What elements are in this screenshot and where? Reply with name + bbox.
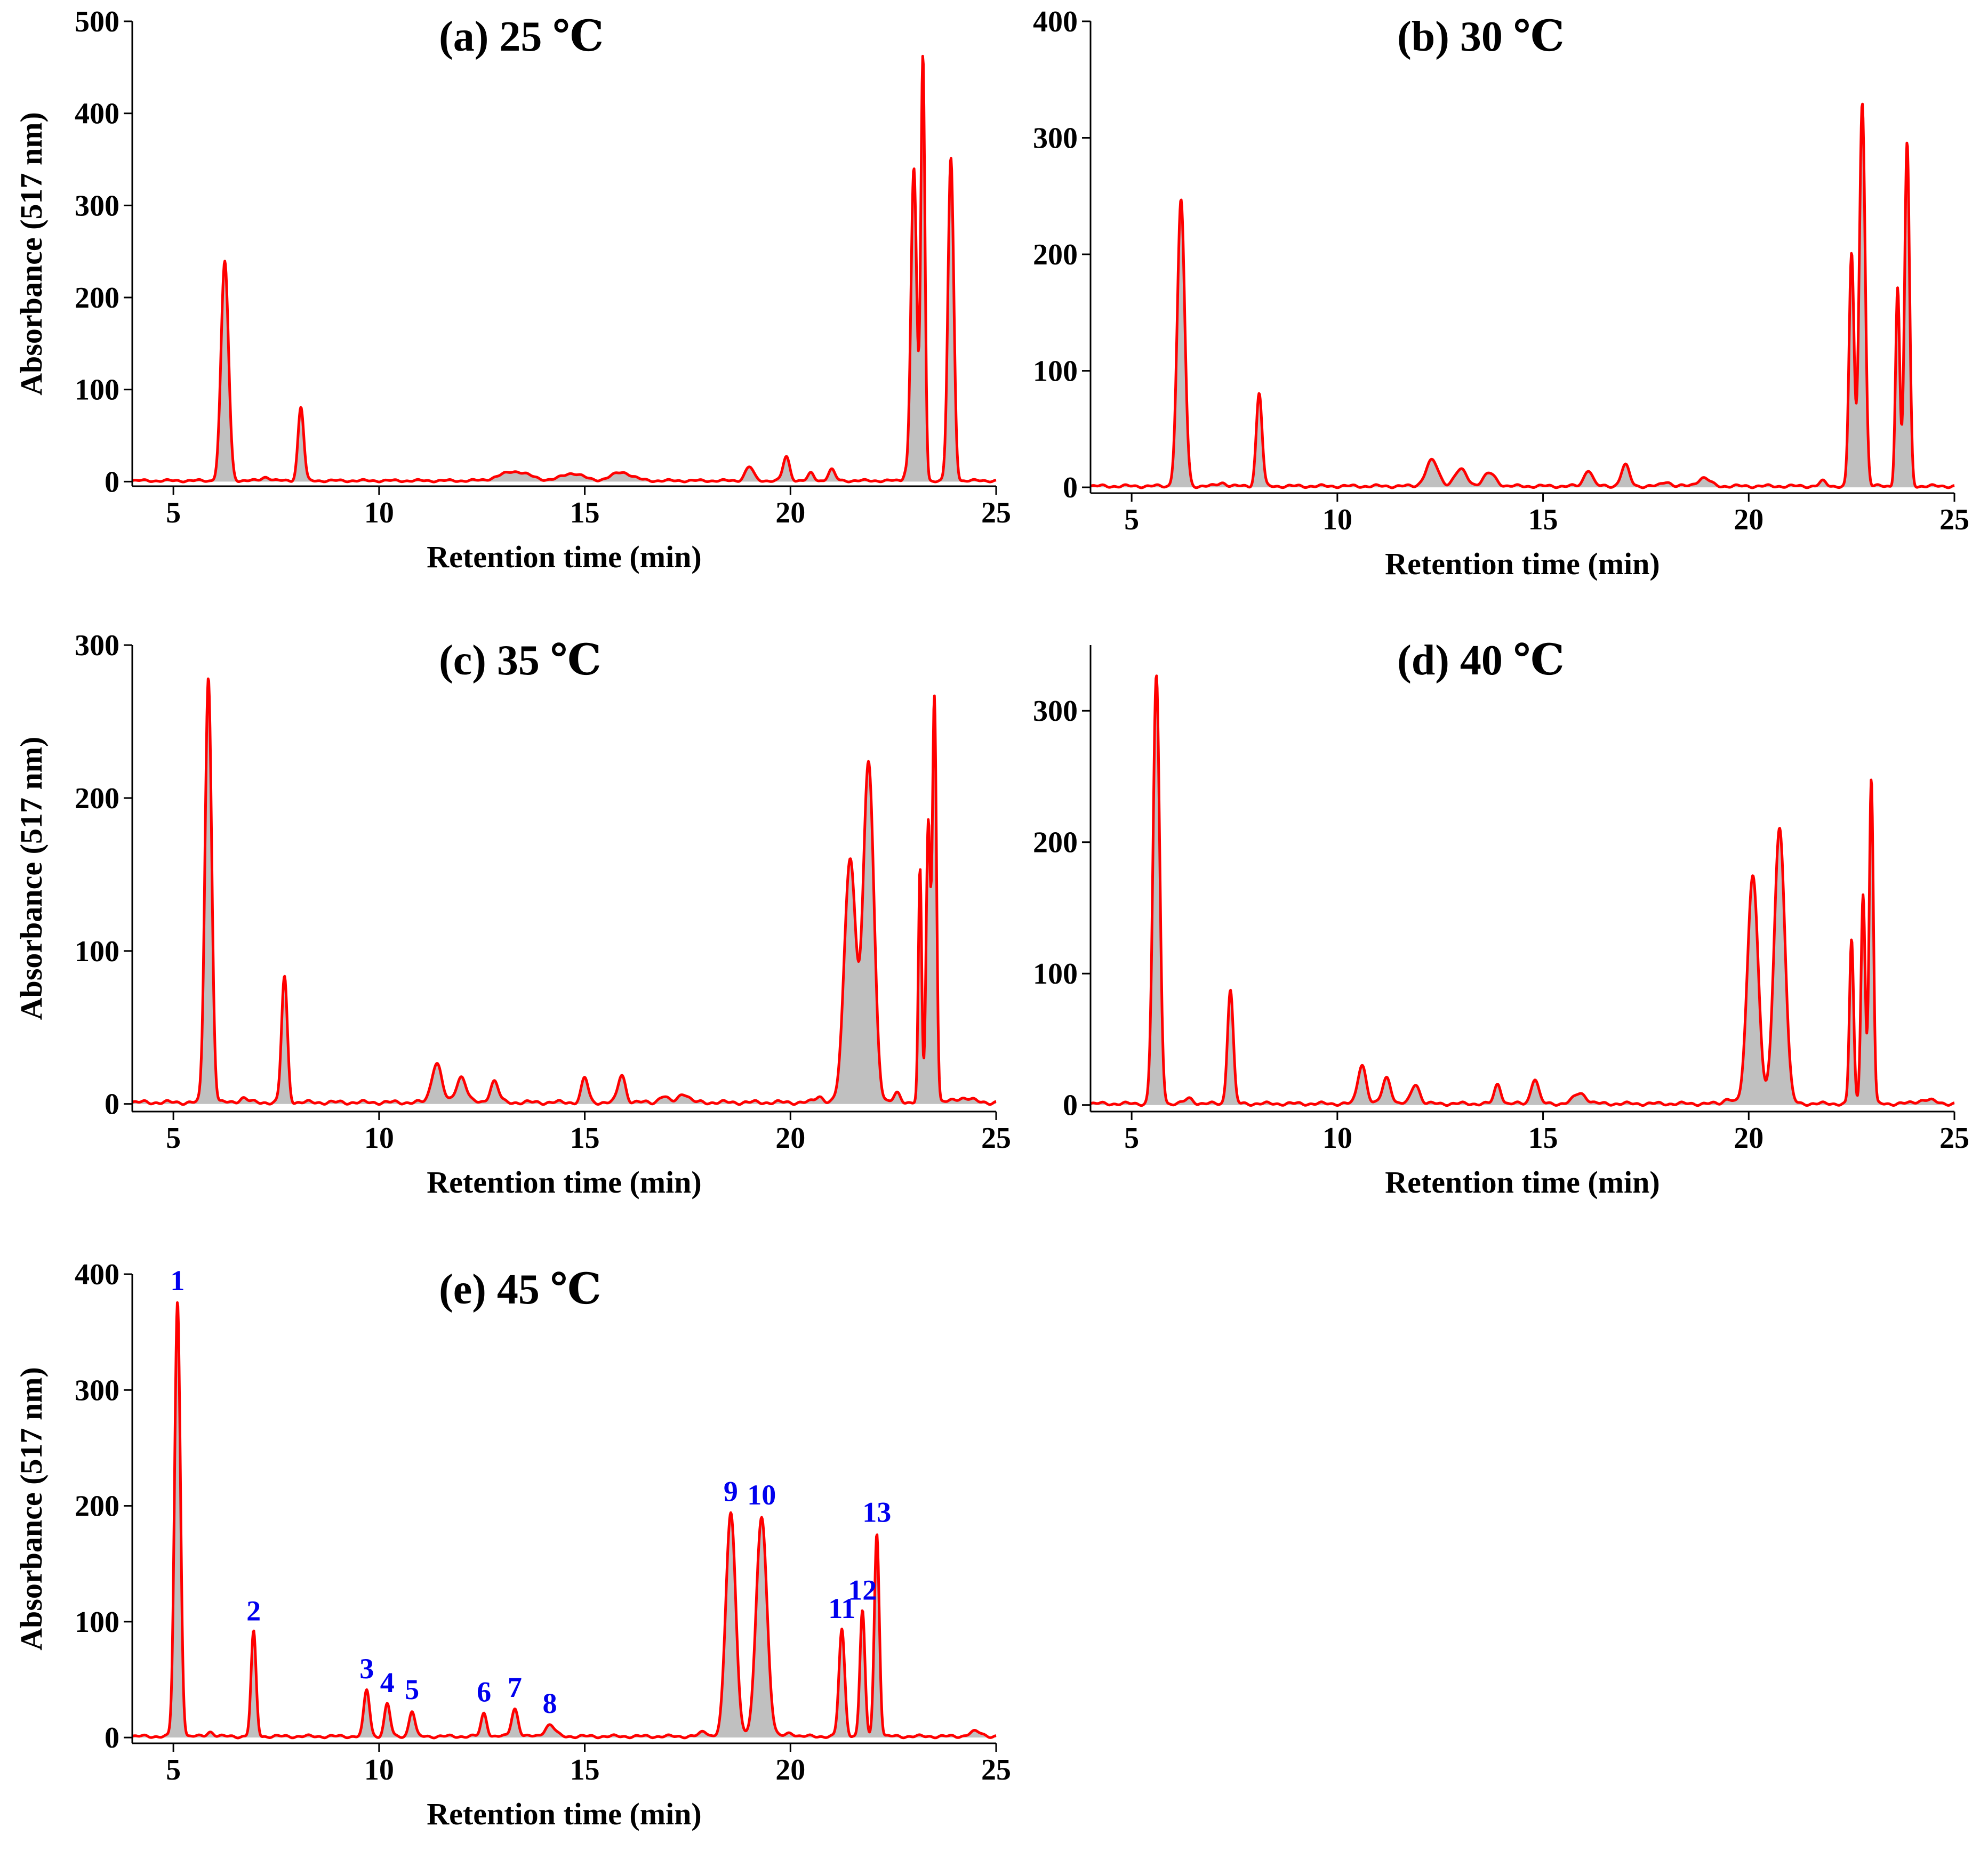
y-axis-title: Absorbance (517 nm) bbox=[14, 112, 49, 396]
y-tick-label: 0 bbox=[105, 1088, 119, 1121]
series-line bbox=[1089, 674, 1955, 1107]
y-tick-label: 0 bbox=[105, 1721, 119, 1755]
x-tick-label: 20 bbox=[775, 1122, 805, 1155]
peak-label-4: 4 bbox=[380, 1667, 395, 1699]
y-tick-label: 100 bbox=[1033, 957, 1078, 991]
x-tick-label: 25 bbox=[981, 1122, 1011, 1155]
series-line bbox=[131, 1301, 997, 1740]
y-tick-label: 300 bbox=[75, 629, 119, 662]
x-tick-label: 10 bbox=[364, 1122, 394, 1155]
y-tick-label: 300 bbox=[1033, 695, 1078, 728]
y-tick-label: 200 bbox=[1033, 826, 1078, 859]
y-tick-label: 200 bbox=[75, 281, 119, 315]
y-tick-label: 0 bbox=[1063, 471, 1078, 504]
peak-label-12: 12 bbox=[848, 1574, 877, 1606]
y-tick-label: 200 bbox=[1033, 238, 1078, 271]
series-line bbox=[131, 677, 997, 1106]
peak-label-7: 7 bbox=[508, 1671, 522, 1703]
area-fill bbox=[132, 56, 996, 482]
x-tick-label: 15 bbox=[570, 1753, 600, 1786]
x-tick-label: 20 bbox=[1734, 503, 1763, 536]
x-tick-label: 10 bbox=[1322, 1122, 1352, 1155]
peak-label-8: 8 bbox=[543, 1687, 557, 1719]
panel-title: (c) 35 ℃ bbox=[439, 637, 602, 684]
peak-label-9: 9 bbox=[724, 1476, 738, 1508]
x-tick-label: 5 bbox=[166, 1122, 181, 1155]
y-tick-label: 300 bbox=[1033, 122, 1078, 155]
x-tick-label: 25 bbox=[981, 496, 1011, 529]
y-tick-label: 0 bbox=[105, 465, 119, 498]
chart-panel-2: 5 10 15 20 25 0 100 200 300 400 (b) 30 ℃ Retention … bbox=[1033, 5, 1969, 581]
peak-label-6: 6 bbox=[477, 1676, 491, 1708]
series-line bbox=[131, 54, 997, 484]
y-tick-label: 300 bbox=[75, 189, 119, 222]
series-line bbox=[1089, 102, 1955, 489]
y-tick-label: 100 bbox=[1033, 355, 1078, 388]
peak-label-3: 3 bbox=[359, 1653, 374, 1685]
x-tick-label: 10 bbox=[364, 496, 394, 529]
x-axis-title: Retention time (min) bbox=[427, 540, 701, 574]
panel-title: (d) 40 ℃ bbox=[1397, 637, 1565, 684]
y-tick-label: 500 bbox=[75, 5, 119, 38]
peak-label-2: 2 bbox=[246, 1595, 261, 1627]
y-tick-label: 200 bbox=[75, 782, 119, 815]
peak-label-13: 13 bbox=[862, 1496, 891, 1528]
y-axis-title: Absorbance (517 nm) bbox=[14, 737, 49, 1020]
chart-panel-3: 5 10 15 20 25 0 100 200 300 (c) 35 ℃ Retention tim… bbox=[14, 629, 1011, 1200]
y-tick-label: 100 bbox=[75, 1606, 119, 1639]
panel-title: (e) 45 ℃ bbox=[439, 1266, 602, 1313]
x-tick-label: 10 bbox=[364, 1753, 394, 1786]
peak-label-5: 5 bbox=[405, 1673, 419, 1705]
area-fill bbox=[132, 679, 996, 1105]
chart-panel-4: 5 10 15 20 25 0 100 200 300 (d) 40 ℃ Retention tim… bbox=[1033, 637, 1969, 1200]
x-tick-label: 15 bbox=[570, 1122, 600, 1155]
y-tick-label: 100 bbox=[75, 374, 119, 407]
panel-title: (a) 25 ℃ bbox=[439, 13, 604, 60]
x-tick-label: 20 bbox=[1734, 1122, 1763, 1155]
y-tick-label: 100 bbox=[75, 935, 119, 968]
area-fill bbox=[1091, 675, 1954, 1106]
x-tick-label: 10 bbox=[1322, 503, 1352, 536]
x-tick-label: 20 bbox=[775, 496, 805, 529]
x-tick-label: 5 bbox=[1124, 1122, 1139, 1155]
x-tick-label: 25 bbox=[981, 1753, 1011, 1786]
x-tick-label: 15 bbox=[1528, 503, 1558, 536]
y-tick-label: 400 bbox=[75, 98, 119, 131]
x-tick-label: 5 bbox=[1124, 503, 1139, 536]
chart-panel-1: 5 10 15 20 25 0 100 200 300 400 500 (a) 25 ℃ Retenti… bbox=[14, 5, 1011, 574]
x-tick-label: 5 bbox=[166, 496, 181, 529]
x-tick-label: 15 bbox=[1528, 1122, 1558, 1155]
y-axis-title: Absorbance (517 nm) bbox=[14, 1367, 49, 1651]
x-tick-label: 25 bbox=[1939, 503, 1969, 536]
peak-label-11: 11 bbox=[828, 1592, 855, 1624]
peak-label-1: 1 bbox=[170, 1265, 185, 1297]
y-tick-label: 200 bbox=[75, 1490, 119, 1523]
y-tick-label: 400 bbox=[1033, 5, 1078, 38]
x-tick-label: 5 bbox=[166, 1753, 181, 1786]
x-axis-title: Retention time (min) bbox=[427, 1797, 701, 1831]
y-tick-label: 400 bbox=[75, 1258, 119, 1291]
x-tick-label: 15 bbox=[570, 496, 600, 529]
x-axis-title: Retention time (min) bbox=[1385, 546, 1660, 581]
x-axis-title: Retention time (min) bbox=[427, 1165, 701, 1200]
x-axis-title: Retention time (min) bbox=[1385, 1165, 1660, 1200]
x-tick-label: 25 bbox=[1939, 1122, 1969, 1155]
y-tick-label: 300 bbox=[75, 1374, 119, 1407]
area-fill bbox=[1091, 104, 1954, 488]
panel-title: (b) 30 ℃ bbox=[1397, 13, 1565, 60]
peak-label-10: 10 bbox=[747, 1479, 776, 1511]
y-tick-label: 0 bbox=[1063, 1089, 1078, 1122]
x-tick-label: 20 bbox=[775, 1753, 805, 1786]
